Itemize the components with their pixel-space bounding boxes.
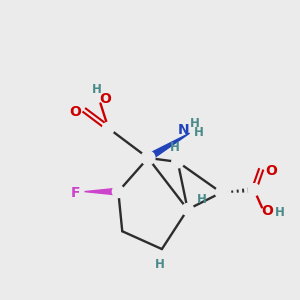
Polygon shape bbox=[85, 188, 118, 195]
Text: O: O bbox=[69, 105, 81, 119]
Text: H: H bbox=[194, 126, 203, 139]
Circle shape bbox=[112, 186, 124, 198]
Circle shape bbox=[141, 151, 155, 165]
Text: H: H bbox=[155, 258, 165, 272]
Text: H: H bbox=[196, 193, 206, 206]
Polygon shape bbox=[146, 133, 190, 161]
Text: H: H bbox=[275, 206, 285, 219]
Text: O: O bbox=[261, 204, 273, 218]
Text: H: H bbox=[190, 117, 200, 130]
Text: H: H bbox=[170, 140, 180, 154]
Circle shape bbox=[215, 187, 227, 199]
Text: O: O bbox=[265, 164, 277, 178]
Text: N: N bbox=[178, 123, 190, 137]
Circle shape bbox=[172, 156, 184, 168]
Text: H: H bbox=[92, 83, 101, 96]
Text: F: F bbox=[71, 186, 80, 200]
Circle shape bbox=[182, 203, 194, 215]
Circle shape bbox=[248, 184, 260, 196]
Circle shape bbox=[102, 122, 114, 134]
Text: O: O bbox=[100, 92, 111, 106]
